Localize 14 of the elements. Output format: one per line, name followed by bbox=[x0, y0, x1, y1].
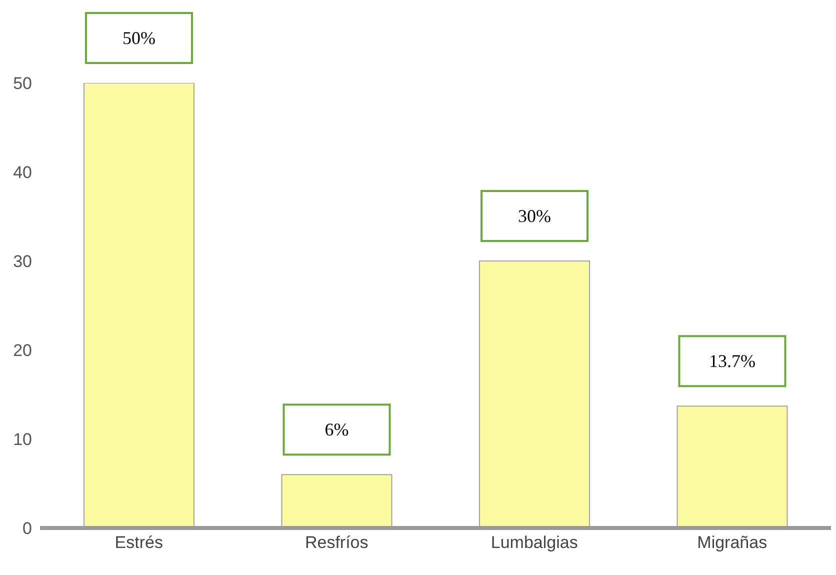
data-label: 50% bbox=[122, 28, 156, 48]
y-tick-label: 0 bbox=[22, 519, 32, 538]
y-tick-label: 40 bbox=[13, 163, 32, 182]
x-tick-label: Lumbalgias bbox=[490, 533, 578, 552]
y-tick-label: 30 bbox=[13, 252, 32, 272]
data-label: 13.7% bbox=[709, 351, 756, 372]
x-tick-label: Estrés bbox=[114, 533, 163, 552]
data-label: 6% bbox=[324, 420, 349, 440]
x-tick-label: Migrañas bbox=[697, 533, 768, 552]
y-tick-label: 20 bbox=[13, 341, 32, 360]
x-tick-label: Resfríos bbox=[304, 533, 368, 552]
y-tick-label: 10 bbox=[13, 430, 32, 450]
data-label: 30% bbox=[518, 206, 551, 226]
y-tick-label: 50 bbox=[13, 74, 32, 94]
